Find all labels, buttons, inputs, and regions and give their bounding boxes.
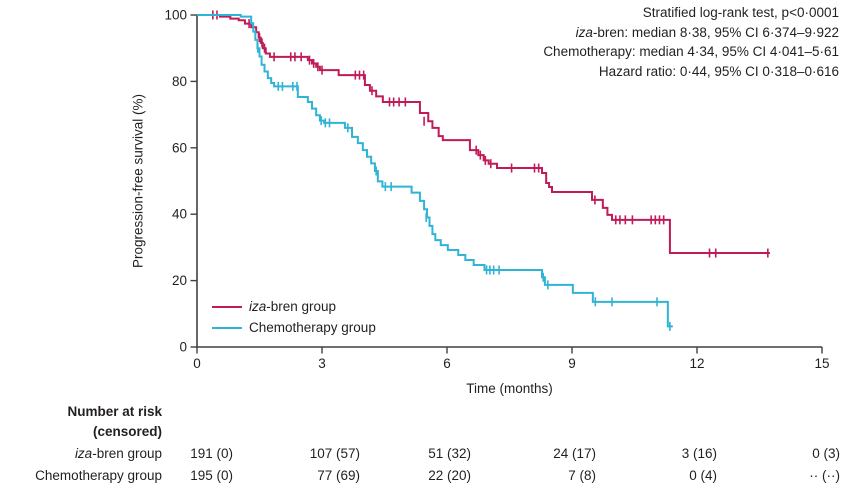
risk-cell: 0 (4)	[689, 468, 717, 483]
legend-label-iza-bren: iza-bren group	[249, 299, 336, 314]
stats-annotation-block: Stratified log-rank test, p<0·0001 iza-b…	[543, 3, 839, 81]
annotation-text: Hazard ratio: 0·44, 95% CI 0·318–0·616	[598, 63, 839, 79]
risk-label-text: -bren group	[92, 446, 162, 461]
annotation-hazard-ratio: Hazard ratio: 0·44, 95% CI 0·318–0·616	[543, 62, 839, 82]
censor-ticks-chemotherapy-group	[257, 43, 671, 331]
risk-cell: 7 (8)	[568, 468, 596, 483]
risk-cell: 22 (20)	[428, 468, 471, 483]
risk-table-subheader: (censored)	[92, 424, 162, 439]
km-plot-canvas: 0 20 40 60 80 100 0 3 6 9 12 15	[164, 8, 829, 372]
risk-cell: 77 (69)	[317, 468, 360, 483]
legend-label-italic-prefix: iza	[249, 299, 267, 314]
x-tick-label: 6	[443, 356, 451, 371]
annotation-logrank: Stratified log-rank test, p<0·0001	[543, 3, 839, 23]
legend-label-text: Chemotherapy group	[249, 320, 376, 335]
x-axis-title: Time (months)	[466, 381, 553, 396]
risk-cell: 51 (32)	[428, 446, 471, 461]
risk-row-label-chemotherapy: Chemotherapy group	[0, 467, 162, 484]
legend: iza-bren group Chemotherapy group	[212, 296, 376, 338]
y-tick-label: 60	[172, 140, 187, 155]
risk-cell: 107 (57)	[309, 446, 360, 461]
annotation-text: -bren: median 8·38, 95% CI 6·374–9·922	[592, 24, 839, 40]
risk-label-italic-prefix: iza	[74, 446, 93, 461]
risk-row-label-iza-bren: iza-bren group	[0, 445, 162, 462]
survival-curve-chemotherapy-group	[197, 14, 673, 328]
annotation-italic-prefix: iza	[575, 24, 593, 40]
risk-cell: 195 (0)	[190, 468, 233, 483]
annotation-text: Stratified log-rank test, p<0·0001	[642, 5, 839, 20]
x-tick-label: 0	[193, 356, 201, 371]
y-tick-label: 40	[172, 207, 187, 222]
annotation-chemotherapy-median: Chemotherapy: median 4·34, 95% CI 4·041–…	[543, 42, 839, 62]
legend-item-chemotherapy: Chemotherapy group	[212, 317, 376, 338]
legend-label-text: -bren group	[266, 299, 337, 314]
risk-cell: 24 (17)	[553, 446, 596, 461]
survival-curve-iza-bren-group	[197, 14, 770, 255]
x-tick-label: 15	[814, 356, 829, 371]
risk-table-header: Number at risk	[67, 404, 162, 419]
iza-bren-line-swatch	[212, 305, 242, 308]
risk-cell: ·· (··)	[809, 468, 840, 483]
annotation-iza-bren-median: iza-bren: median 8·38, 95% CI 6·374–9·92…	[543, 23, 839, 43]
y-tick-label: 80	[172, 74, 187, 89]
risk-cell: 3 (16)	[681, 446, 717, 461]
x-tick-label: 9	[568, 356, 576, 371]
legend-item-iza-bren: iza-bren group	[212, 296, 376, 317]
chemotherapy-line-swatch	[212, 326, 242, 329]
legend-label-chemotherapy: Chemotherapy group	[249, 320, 376, 335]
x-tick-label: 12	[689, 356, 704, 371]
y-tick-label: 100	[164, 8, 187, 23]
x-tick-label: 3	[318, 356, 326, 371]
risk-cell: 191 (0)	[190, 446, 233, 461]
risk-label-text: Chemotherapy group	[35, 468, 162, 483]
risk-cell: 0 (3)	[812, 446, 840, 461]
y-tick-label: 20	[172, 273, 187, 288]
annotation-text: Chemotherapy: median 4·34, 95% CI 4·041–…	[543, 44, 839, 59]
y-axis-title: Progression-free survival (%)	[130, 93, 146, 269]
y-tick-label: 0	[179, 340, 187, 355]
